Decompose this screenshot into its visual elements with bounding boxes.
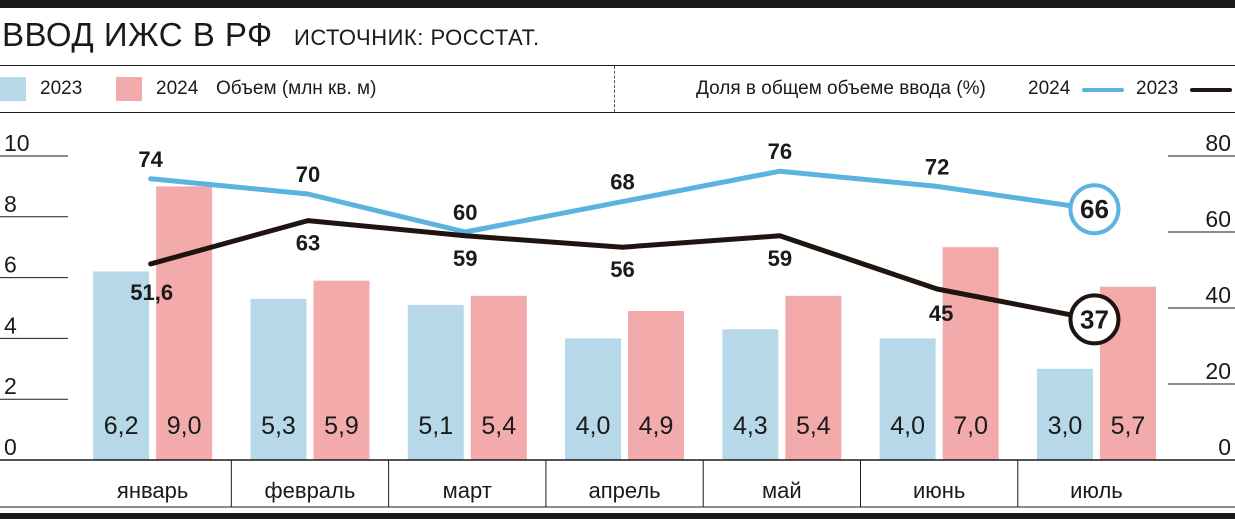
bar-value-label: 3,0 xyxy=(1048,412,1083,440)
left-axis-tick-label: 6 xyxy=(4,252,17,278)
bar-2024 xyxy=(156,186,213,460)
category-label: май xyxy=(762,478,802,503)
line-series-2024 xyxy=(148,168,1097,235)
bar-2023 xyxy=(93,271,150,460)
top-rule xyxy=(0,0,1235,8)
right-axis-tick-label: 20 xyxy=(1205,358,1231,384)
bar-value-label: 5,4 xyxy=(796,412,831,440)
legend-divider-bottom xyxy=(0,112,1235,113)
line-value-label: 56 xyxy=(610,257,634,282)
line-value-label: 66 xyxy=(1080,194,1109,224)
left-axis-tick-label: 8 xyxy=(4,191,17,217)
bar-value-label: 7,0 xyxy=(953,412,988,440)
bar-2024 xyxy=(942,247,999,460)
line-endpoint-marker-2023 xyxy=(1068,293,1121,346)
legend-divider xyxy=(614,66,615,112)
bar-value-label: 5,7 xyxy=(1111,412,1146,440)
line-value-label: 60 xyxy=(453,200,477,225)
bar-2024 xyxy=(313,280,370,460)
bar-2023 xyxy=(565,338,622,460)
left-axis-tick-label: 2 xyxy=(4,373,17,399)
category-label: январь xyxy=(117,478,188,503)
right-axis-tick-label: 40 xyxy=(1205,282,1231,308)
bar-2023 xyxy=(250,298,307,460)
category-label: июль xyxy=(1070,478,1123,503)
category-label: апрель xyxy=(588,478,660,503)
category-label: февраль xyxy=(265,478,356,503)
left-axis-tick-label: 4 xyxy=(4,312,17,338)
legend-bar-2024: 2024 xyxy=(156,78,199,99)
right-axis-tick-label: 60 xyxy=(1205,206,1231,232)
legend-bar-metric: Объем (млн кв. м) xyxy=(216,78,377,99)
bottom-rule xyxy=(0,513,1235,519)
bar-value-label: 5,4 xyxy=(481,412,516,440)
line-series-2023 xyxy=(148,218,1097,322)
category-label: март xyxy=(443,478,492,503)
legend-line-2023: 2023 xyxy=(1136,78,1179,99)
bar-value-label: 9,0 xyxy=(167,412,202,440)
bar-2024 xyxy=(785,295,842,460)
line-value-label: 59 xyxy=(453,246,477,271)
right-axis-tick-label: 0 xyxy=(1218,434,1231,460)
bar-2023 xyxy=(722,329,779,460)
legend-line-metric: Доля в общем объеме ввода (%) xyxy=(696,78,986,99)
left-axis-tick-label: 10 xyxy=(4,130,30,156)
bar-2023 xyxy=(1036,368,1093,460)
bar-value-label: 4,0 xyxy=(890,412,925,440)
bar-2023 xyxy=(407,304,464,460)
bar-value-label: 4,0 xyxy=(576,412,611,440)
line-value-label: 51,6 xyxy=(130,280,173,305)
line-value-label: 45 xyxy=(929,301,953,326)
line-value-label: 76 xyxy=(768,139,792,164)
bar-value-label: 5,3 xyxy=(261,412,296,440)
chart-title: ВВОД ИЖС В РФ xyxy=(2,16,273,53)
bar-value-label: 4,3 xyxy=(733,412,768,440)
legend-swatch-2024-bar xyxy=(116,77,142,101)
bar-value-label: 5,9 xyxy=(324,412,359,440)
line-value-label: 59 xyxy=(768,246,792,271)
right-axis-tick-label: 80 xyxy=(1205,130,1231,156)
header-divider xyxy=(0,65,1235,66)
bar-2023 xyxy=(879,338,936,460)
bar-2024 xyxy=(470,295,527,460)
legend-bar-2023: 2023 xyxy=(40,78,83,99)
bar-value-label: 4,9 xyxy=(639,412,674,440)
left-axis-tick-label: 0 xyxy=(4,434,17,460)
bar-value-label: 6,2 xyxy=(104,412,139,440)
bar-2024 xyxy=(628,311,685,460)
line-value-label: 68 xyxy=(610,170,634,195)
legend-line-2024: 2024 xyxy=(1028,78,1071,99)
line-value-label: 37 xyxy=(1080,304,1109,334)
chart-source: ИСТОЧНИК: РОССТАТ. xyxy=(294,25,540,50)
category-label: июнь xyxy=(913,478,965,503)
line-endpoint-marker-2024 xyxy=(1068,183,1121,236)
line-value-label: 72 xyxy=(925,154,949,179)
legend-swatch-2023-bar xyxy=(0,77,26,101)
bar-value-label: 5,1 xyxy=(418,412,453,440)
legend-swatch-2023-line xyxy=(1190,88,1232,92)
line-value-label: 74 xyxy=(138,147,163,172)
legend-swatch-2024-line xyxy=(1082,88,1124,92)
line-value-label: 70 xyxy=(296,162,320,187)
line-value-label: 63 xyxy=(296,231,320,256)
